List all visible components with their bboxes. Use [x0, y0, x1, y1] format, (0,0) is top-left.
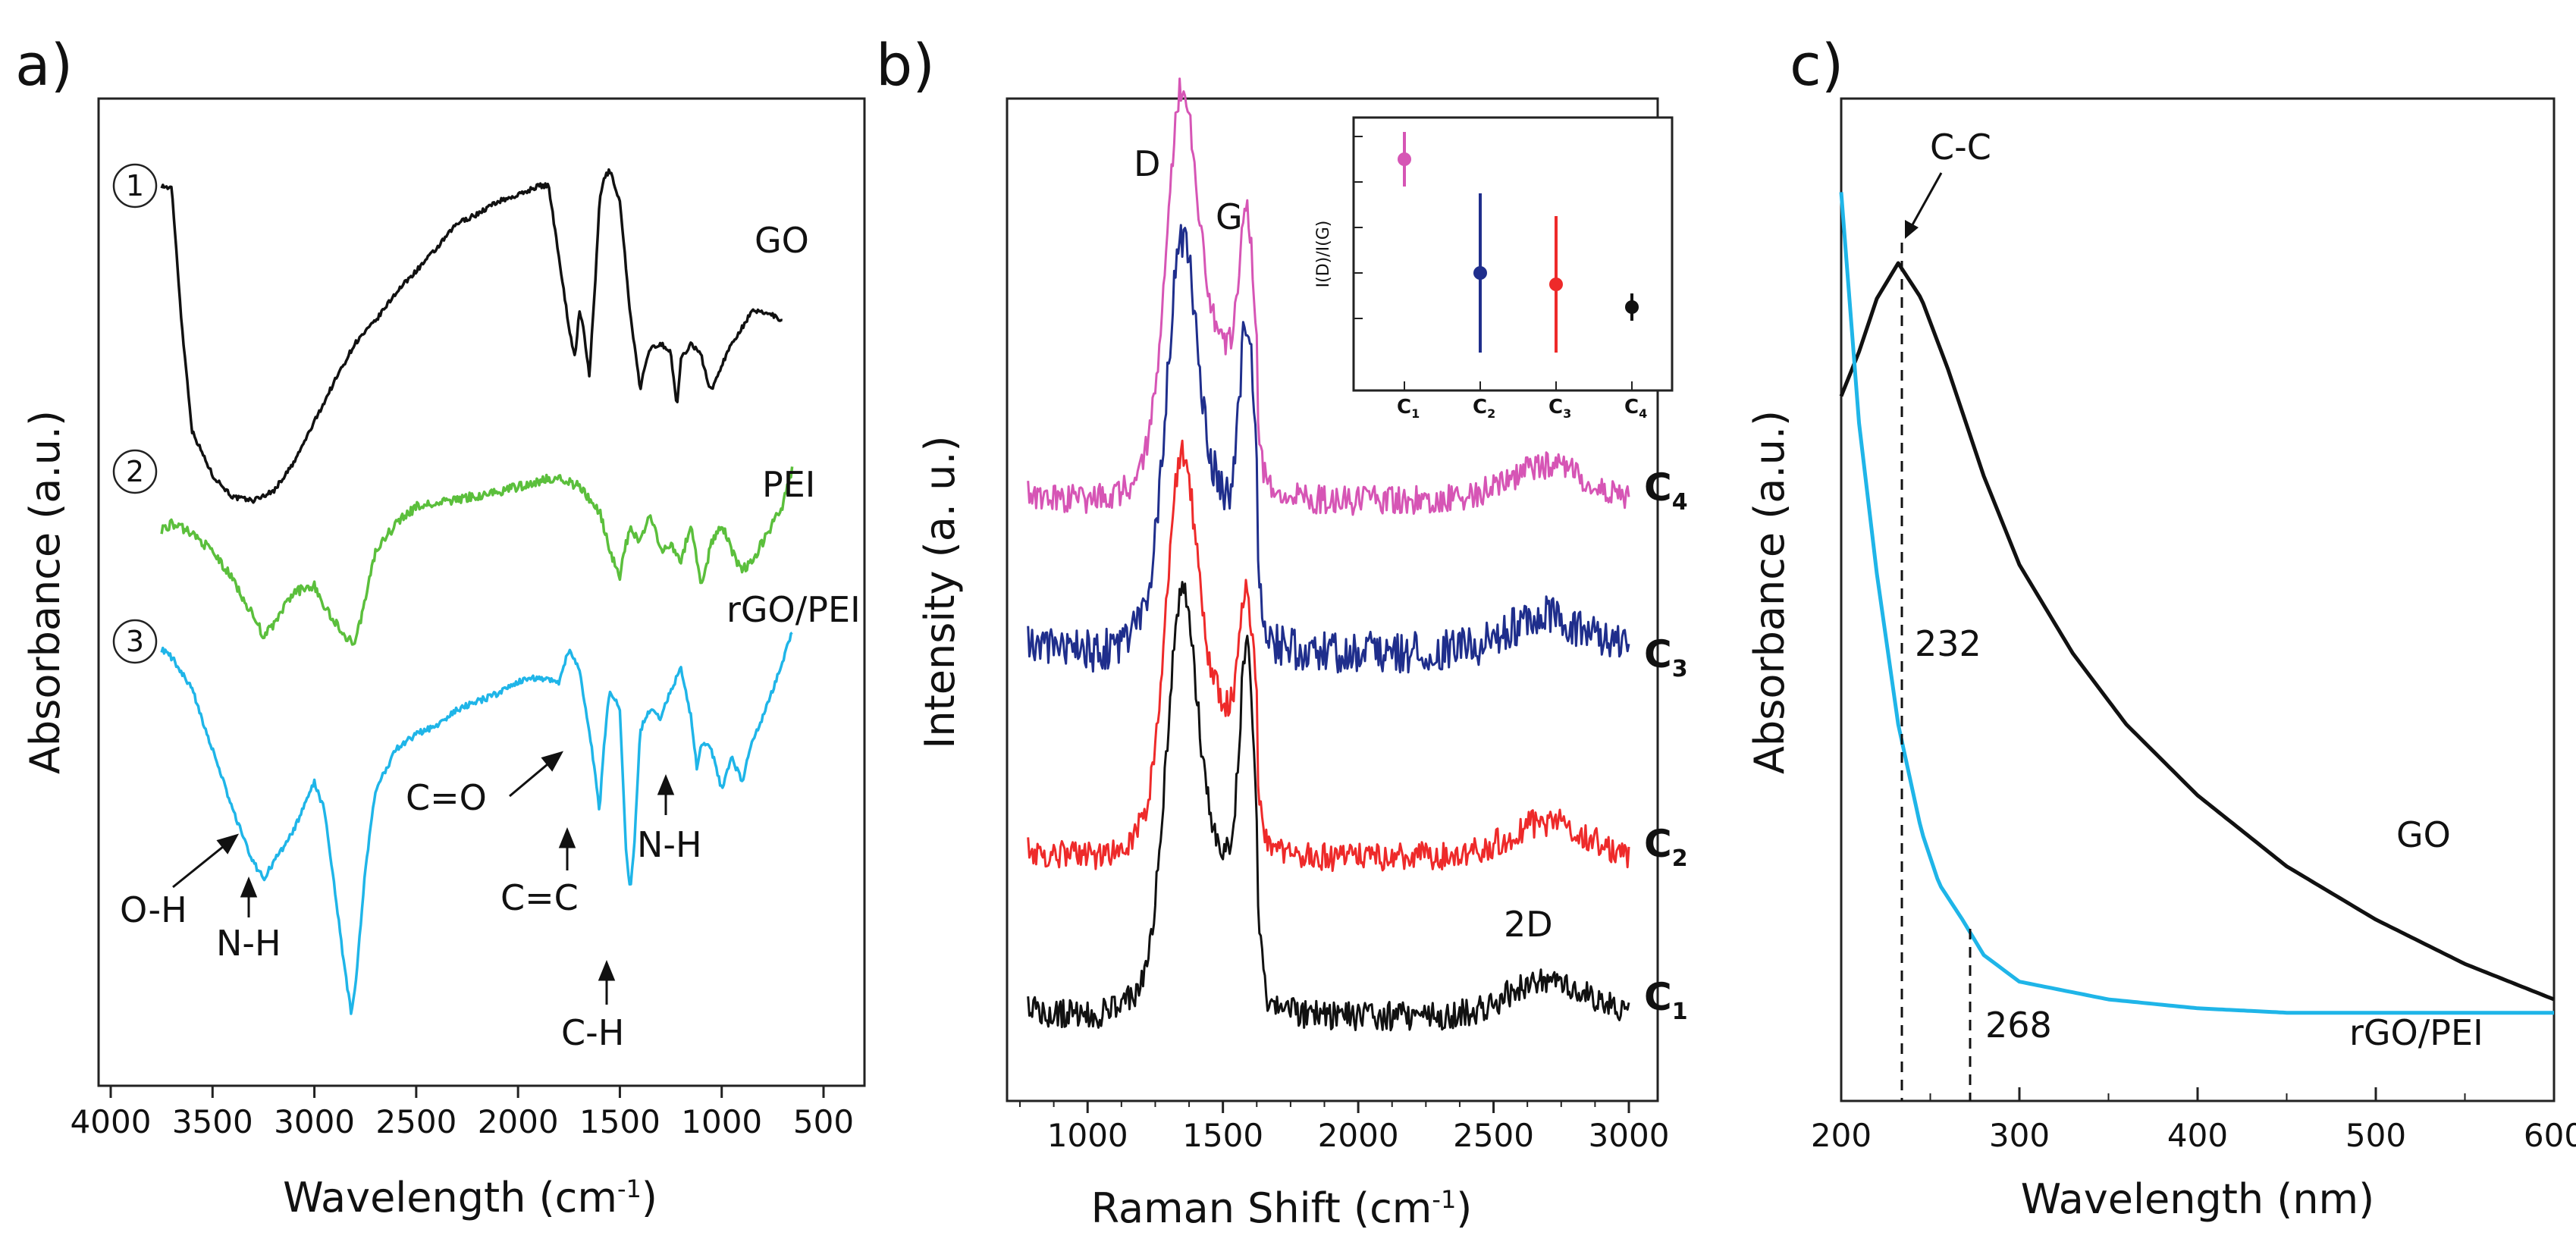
- panel-b-xlabel: Raman Shift (cm-1): [1091, 1184, 1473, 1232]
- panel-b-frame: [1006, 97, 1659, 1102]
- annotation-o-h: O-H: [120, 889, 187, 930]
- series-label-rgo-pei: rGO/PEI: [726, 589, 861, 630]
- arrowhead-icon: [1905, 220, 1919, 239]
- panel-b-xticks: 1000 1500 2000 2500 3000: [1019, 1101, 1670, 1154]
- peak-label-c-c: C-C: [1930, 127, 1991, 168]
- inset-point: [1398, 152, 1411, 166]
- series-number-circle: [112, 449, 158, 494]
- peak-label-d: D: [1134, 143, 1160, 184]
- panel-b-series: [1027, 77, 1630, 1032]
- panel-c-series: [1839, 192, 2555, 1015]
- series-line-pei: [160, 466, 794, 646]
- panel-c-letter: c): [1790, 31, 1843, 99]
- series-label-go: GO: [2396, 814, 2451, 855]
- peak-label-g: G: [1216, 196, 1243, 237]
- inset-x-label: C2: [1473, 396, 1495, 421]
- x-tick-label: 1500: [579, 1103, 660, 1140]
- x-tick-label: 400: [2167, 1117, 2228, 1154]
- arrowhead-icon: [657, 774, 675, 795]
- series-number: 2: [126, 455, 144, 488]
- series-line-rgo-pei: [160, 632, 793, 1015]
- inset-x-label: C1: [1397, 396, 1420, 421]
- panel-a-frame: [97, 97, 866, 1087]
- x-tick-label: 2000: [478, 1103, 559, 1140]
- x-tick-label: 600: [2524, 1117, 2576, 1154]
- x-tick-label: 3000: [1589, 1117, 1670, 1154]
- series-label-pei: PEI: [762, 464, 815, 505]
- x-tick-label: 3500: [172, 1103, 253, 1140]
- inset-point: [1473, 266, 1487, 280]
- series-line-c2: [1027, 439, 1630, 872]
- series-line-c4: [1027, 77, 1630, 516]
- x-tick-label: 500: [2345, 1117, 2406, 1154]
- panel-c-xticks: 200 300 400 500 600: [1811, 1087, 2576, 1154]
- panel-b-inset: I(D)/I(G) C1 C2 C3 C4: [1314, 116, 1674, 421]
- inset-ylabel: I(D)/I(G): [1314, 221, 1333, 288]
- panel-a-xlabel: Wavelength (cm-1): [283, 1174, 657, 1221]
- series-label-c4: C4: [1644, 466, 1688, 516]
- series-label-go: GO: [755, 220, 809, 261]
- x-tick-label: 4000: [71, 1103, 152, 1140]
- panel-c-frame: [1840, 97, 2556, 1102]
- panel-b: b) Intensity (a. u.) Raman Shift (cm-1) …: [876, 31, 1688, 1232]
- arrowhead-icon: [598, 960, 616, 981]
- series-number-circle: [112, 619, 158, 664]
- arrowhead-icon: [558, 827, 576, 848]
- arrow-c-c-peak: [1909, 172, 1943, 228]
- panel-c-ylabel: Absorbance (a.u.): [1746, 410, 1793, 774]
- series-line-go: [1839, 261, 2555, 1002]
- arrowhead-icon: [240, 877, 258, 898]
- series-number: 3: [126, 625, 144, 658]
- panel-a-annotation-arrows: [172, 751, 675, 1005]
- series-number: 1: [126, 169, 144, 202]
- x-tick-label: 1000: [681, 1103, 762, 1140]
- x-tick-label: 2500: [1453, 1117, 1534, 1154]
- series-label-c3: C3: [1644, 632, 1688, 682]
- x-tick-label: 500: [793, 1103, 854, 1140]
- x-tick-label: 2500: [375, 1103, 457, 1140]
- annotation-c-c: C=C: [500, 877, 579, 918]
- series-line-c3: [1027, 224, 1630, 674]
- panel-a-series: [160, 168, 794, 1015]
- series-label-rgo-pei: rGO/PEI: [2349, 1012, 2483, 1053]
- x-tick-label: 1500: [1182, 1117, 1263, 1154]
- panel-c: c) Absorbance (a.u.) Wavelength (nm) 200…: [1746, 31, 2576, 1223]
- panel-a-xticks: 4000 3500 3000 2500 2000 1500 1000 500: [71, 1086, 854, 1140]
- inset-x-label: C4: [1624, 396, 1647, 421]
- series-line-rgo-pei: [1839, 192, 2554, 1015]
- panel-a-letter: a): [15, 31, 73, 99]
- x-tick-label: 300: [1989, 1117, 2050, 1154]
- panel-c-xlabel: Wavelength (nm): [2021, 1175, 2374, 1223]
- annotation-c-o: C=O: [406, 777, 487, 818]
- x-tick-label: 3000: [274, 1103, 355, 1140]
- marker-label-232: 232: [1915, 623, 1981, 664]
- arrow-o-h: [172, 842, 228, 889]
- inset-marks: C1 C2 C3 C4: [1354, 132, 1647, 421]
- x-tick-label: 2000: [1318, 1117, 1399, 1154]
- panel-a-ylabel: Absorbance (a.u.): [21, 410, 69, 774]
- panel-a: a) Absorbance (a.u.) Wavelength (cm-1) 4…: [15, 31, 866, 1221]
- annotation-n-h: N-H: [216, 923, 281, 964]
- series-label-c2: C2: [1644, 822, 1688, 872]
- series-line-go: [160, 168, 783, 504]
- inset-x-label: C3: [1548, 396, 1571, 421]
- inset-point: [1625, 300, 1639, 314]
- series-label-c1: C1: [1644, 975, 1688, 1025]
- arrowhead-icon: [216, 833, 240, 855]
- inset-point: [1549, 278, 1563, 291]
- arrow-c-o: [509, 759, 553, 798]
- series-line-c1: [1027, 581, 1630, 1032]
- panel-b-ylabel: Intensity (a. u.): [916, 435, 964, 748]
- x-tick-label: 1000: [1047, 1117, 1128, 1154]
- arrowhead-icon: [541, 751, 564, 772]
- annotation-c-h: C-H: [561, 1012, 624, 1053]
- marker-label-268: 268: [1985, 1005, 2052, 1046]
- annotation-n-h-2: N-H: [637, 824, 702, 865]
- series-number-circle: [112, 163, 158, 209]
- x-tick-label: 200: [1811, 1117, 1872, 1154]
- panel-b-letter: b): [876, 31, 935, 99]
- peak-label-2d: 2D: [1504, 904, 1553, 945]
